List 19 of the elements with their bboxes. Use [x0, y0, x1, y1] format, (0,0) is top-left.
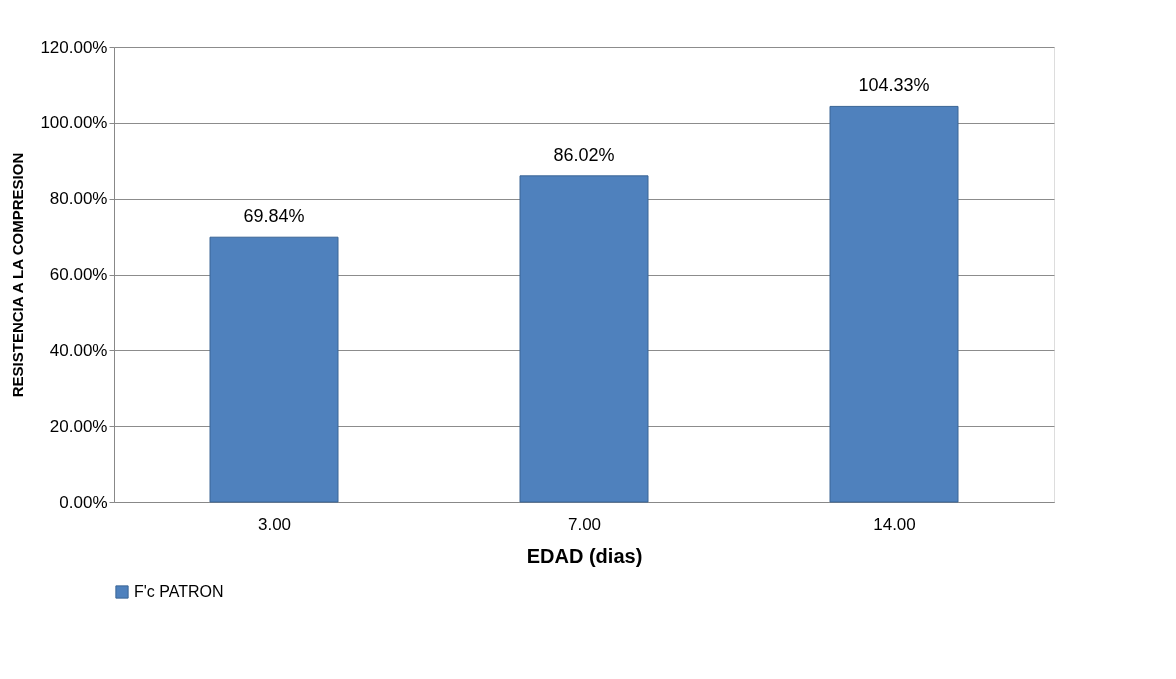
- x-tick-label: 14.00: [873, 514, 916, 534]
- y-tick-label: 40.00%: [49, 340, 108, 360]
- y-tick-label: 80.00%: [49, 189, 108, 209]
- bar: [829, 105, 959, 503]
- y-tick-label: 120.00%: [40, 37, 108, 57]
- y-axis-title: RESISTENCIA A LA COMPRESION: [9, 152, 27, 398]
- x-tick-label: 3.00: [257, 514, 292, 534]
- y-tick-label: 0.00%: [59, 492, 108, 512]
- bar: [209, 236, 339, 503]
- y-tick-label: 60.00%: [49, 265, 108, 284]
- y-tick-label: 20.00%: [49, 416, 108, 436]
- y-tick-label: 100.00%: [40, 113, 108, 133]
- data-label: 104.33%: [858, 75, 930, 96]
- x-tick-label: 7.00: [567, 514, 602, 534]
- bar: [519, 175, 649, 503]
- data-label: 69.84%: [243, 206, 305, 227]
- x-axis-title: EDAD (dias): [526, 544, 643, 567]
- data-label: 86.02%: [553, 144, 615, 165]
- legend-label: F'c PATRON: [134, 583, 224, 600]
